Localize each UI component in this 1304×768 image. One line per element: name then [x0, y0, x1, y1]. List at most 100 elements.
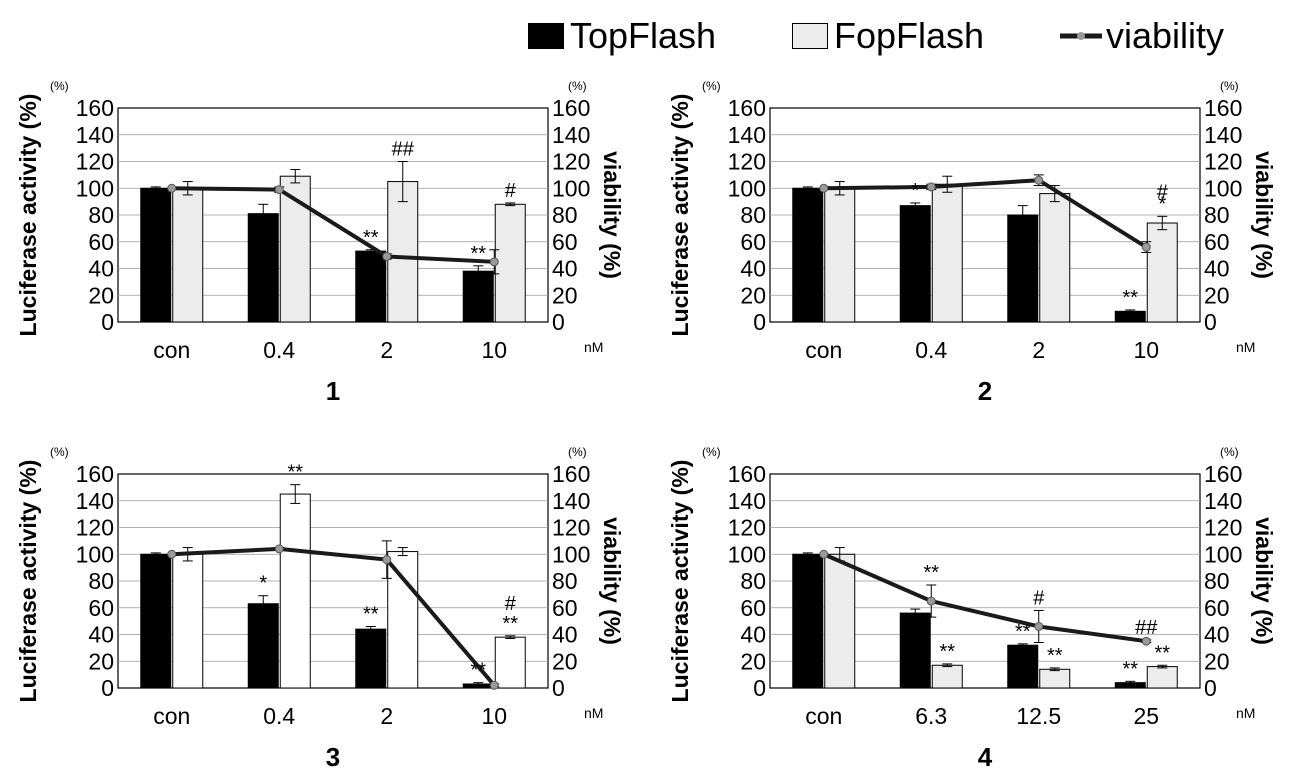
y2-tick-label: 60 [1204, 229, 1230, 255]
x-tick-label: con [153, 337, 190, 363]
significance-label: ** [363, 227, 379, 249]
y-unit-label: (%) [702, 79, 721, 93]
legend-label-topflash: TopFlash [570, 15, 717, 56]
y-tick-label: 20 [740, 282, 766, 308]
x-tick-label: con [805, 337, 842, 363]
series-line-viability [823, 178, 1148, 249]
bar-topflash [247, 603, 279, 689]
bar-fopflash [494, 203, 526, 323]
significance-label: ** [287, 462, 303, 484]
y2-tick-label: 0 [552, 675, 565, 701]
y-tick-label: 160 [728, 461, 766, 487]
bar-topflash [462, 270, 494, 323]
y2-tick-label: 100 [552, 175, 590, 201]
significance-label: # [1033, 587, 1045, 609]
y2-axis-title: viability (%) [1251, 151, 1277, 279]
y-axis-title: Luciferase activity (%) [15, 460, 41, 703]
x-tick-label: 10 [481, 337, 507, 363]
panel-title: 1 [326, 376, 340, 402]
x-tick-label: 0.4 [263, 703, 295, 729]
y-tick-label: 20 [88, 648, 114, 674]
significance-label: # [1157, 181, 1169, 203]
significance-label: ** [939, 641, 955, 663]
y-unit-label: (%) [702, 445, 721, 459]
bar-fopflash [279, 493, 311, 689]
y2-tick-label: 20 [1204, 648, 1230, 674]
legend-label-viability: viability [1106, 15, 1225, 56]
y2-unit-label: (%) [568, 445, 587, 459]
significance-label: ** [1122, 658, 1138, 680]
series-line-viability [822, 552, 1147, 644]
significance-label: ** [1122, 287, 1138, 309]
point-viability [489, 680, 499, 690]
point-viability [167, 183, 177, 193]
y2-tick-label: 120 [552, 149, 590, 175]
y2-tick-label: 140 [552, 122, 590, 148]
x-tick-label: 25 [1133, 703, 1159, 729]
y-tick-label: 120 [76, 515, 114, 541]
bar-fopflash [494, 636, 526, 689]
point-viability [819, 549, 829, 559]
significance-label: ** [1154, 642, 1170, 664]
y-tick-label: 140 [728, 122, 766, 148]
y2-axis-title: viability (%) [599, 151, 625, 279]
significance-label: ## [1135, 617, 1158, 639]
point-viability [1034, 175, 1044, 185]
y-tick-label: 0 [101, 309, 114, 335]
significance-label: ## [392, 139, 415, 161]
point-viability [926, 596, 936, 606]
bar-fopflash [387, 551, 419, 689]
bar-topflash [899, 205, 931, 323]
legend-swatch-viability [1060, 32, 1102, 40]
bar-topflash [355, 250, 387, 323]
y-tick-label: 100 [728, 541, 766, 567]
legend-item-topflash: TopFlash [528, 14, 716, 58]
x-tick-label: 0.4 [263, 337, 295, 363]
y-tick-label: 160 [76, 461, 114, 487]
y2-axis-title: viability (%) [599, 517, 625, 645]
panel-title: 3 [326, 742, 340, 768]
y2-tick-label: 140 [1204, 122, 1242, 148]
y2-tick-label: 120 [552, 515, 590, 541]
y2-tick-label: 80 [1204, 568, 1230, 594]
point-viability [1034, 621, 1044, 631]
significance-label: # [505, 593, 517, 615]
y-tick-label: 0 [753, 675, 766, 701]
bar-fopflash [824, 187, 856, 323]
y2-tick-label: 20 [552, 282, 578, 308]
y-tick-label: 100 [76, 541, 114, 567]
y2-unit-label: (%) [568, 79, 587, 93]
x-tick-label: 10 [481, 703, 507, 729]
y-tick-label: 80 [740, 202, 766, 228]
bar-topflash [899, 612, 931, 689]
point-viability [489, 257, 499, 267]
bar-fopflash [1039, 193, 1071, 323]
y-tick-label: 40 [740, 622, 766, 648]
series-line-viability [171, 546, 496, 687]
significance-label: ** [1015, 621, 1031, 643]
legend-item-viability: viability [1060, 14, 1224, 58]
y-unit-label: (%) [50, 79, 69, 93]
y2-tick-label: 100 [1204, 175, 1242, 201]
bar-topflash [140, 187, 172, 323]
bar-fopflash [931, 183, 963, 323]
significance-label: # [505, 180, 517, 202]
y2-tick-label: 100 [1204, 541, 1242, 567]
y-tick-label: 80 [88, 202, 114, 228]
y2-tick-label: 40 [1204, 256, 1230, 282]
bar-fopflash [387, 181, 419, 323]
y-tick-label: 0 [101, 675, 114, 701]
bar-fopflash [1146, 666, 1178, 689]
y2-tick-label: 60 [552, 229, 578, 255]
y2-tick-label: 40 [552, 256, 578, 282]
legend-swatch-topflash [528, 23, 564, 49]
y-tick-label: 60 [88, 595, 114, 621]
y-tick-label: 140 [76, 122, 114, 148]
panel-title: 2 [978, 376, 992, 402]
significance-label: * [259, 573, 267, 595]
x-tick-label: 2 [380, 337, 393, 363]
point-viability [926, 182, 936, 192]
significance-label: ** [363, 603, 379, 625]
